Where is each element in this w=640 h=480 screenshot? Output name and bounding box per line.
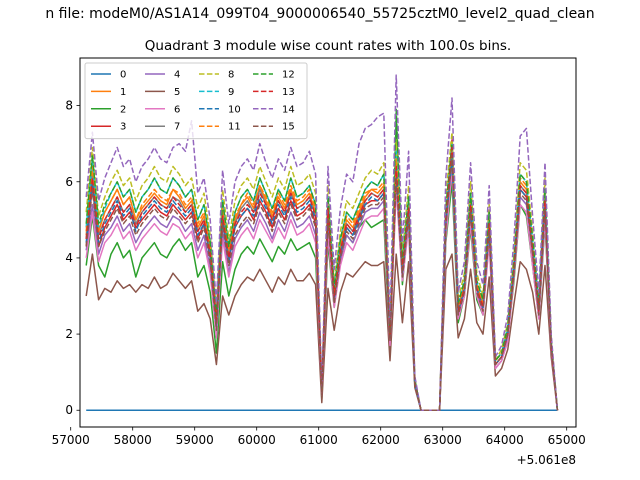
- legend-label-5: 5: [174, 87, 180, 98]
- x-tick-label: 65000: [548, 433, 586, 447]
- x-tick-label: 58000: [114, 433, 152, 447]
- series-line-15: [85, 154, 559, 411]
- x-offset-label: +5.061e8: [517, 453, 576, 467]
- series-line-5: [85, 253, 559, 411]
- suptitle: n file: modeM0/AS1A14_099T04_9000006540_…: [45, 6, 594, 22]
- y-tick-label: 8: [65, 99, 73, 113]
- y-tick-label: 0: [65, 403, 73, 417]
- x-tick-label: 61000: [300, 433, 338, 447]
- x-tick-label: 64000: [486, 433, 524, 447]
- legend-label-10: 10: [228, 104, 241, 115]
- legend-label-6: 6: [174, 104, 180, 115]
- x-tick-label: 57000: [52, 433, 90, 447]
- legend-label-2: 2: [120, 104, 126, 115]
- axes-frame: [79, 57, 577, 428]
- x-axis: 57000 58000 59000 60000 61000 62000 63000 64000…: [52, 427, 586, 447]
- legend-label-3: 3: [120, 122, 126, 133]
- legend-label-7: 7: [174, 122, 180, 133]
- x-tick-label: 60000: [238, 433, 276, 447]
- y-tick-label: 6: [65, 175, 73, 189]
- legend-label-9: 9: [228, 87, 234, 98]
- chart-title: Quadrant 3 module wise count rates with …: [145, 38, 511, 54]
- legend-label-12: 12: [282, 70, 295, 81]
- series-group: [85, 74, 559, 411]
- legend-label-15: 15: [282, 122, 295, 133]
- y-axis: 0 2 4 6 8: [65, 99, 80, 417]
- legend-label-13: 13: [282, 87, 295, 98]
- legend-box: [84, 62, 308, 140]
- legend-label-4: 4: [174, 70, 180, 81]
- x-tick-label: 59000: [176, 433, 214, 447]
- legend-label-0: 0: [120, 70, 126, 81]
- y-tick-label: 2: [65, 327, 73, 341]
- x-tick-label: 62000: [362, 433, 400, 447]
- legend-label-8: 8: [228, 70, 234, 81]
- y-tick-label: 4: [65, 251, 73, 265]
- series-line-10: [85, 158, 559, 411]
- legend-label-11: 11: [228, 122, 241, 133]
- x-tick-label: 63000: [424, 433, 462, 447]
- legend-label-14: 14: [282, 104, 295, 115]
- legend-label-1: 1: [120, 87, 126, 98]
